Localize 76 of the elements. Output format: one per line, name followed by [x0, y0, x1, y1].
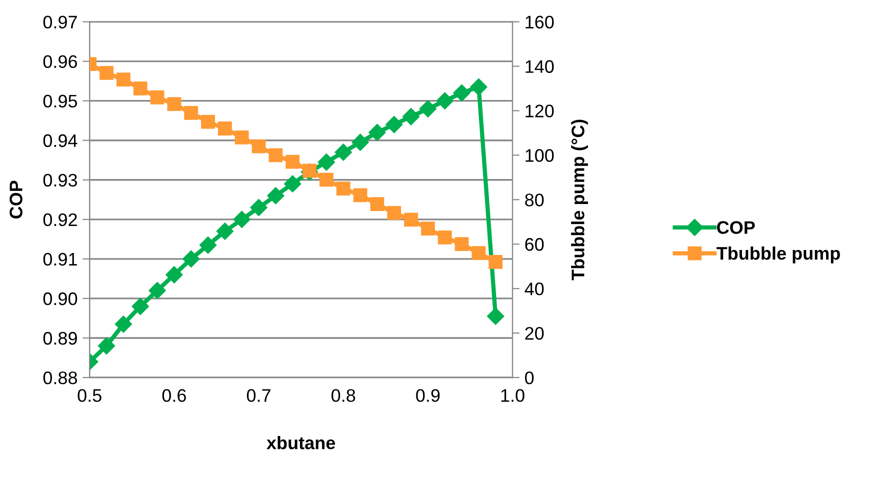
- point: [472, 246, 486, 260]
- point: [98, 337, 116, 354]
- point: [436, 92, 454, 110]
- point: [334, 144, 352, 161]
- point: [402, 108, 420, 126]
- point: [419, 100, 436, 118]
- y-tick-label: 0.97: [43, 16, 77, 28]
- y-tick-label: 0.94: [43, 134, 78, 148]
- point: [150, 90, 164, 104]
- y-tick-label: 0.96: [43, 55, 78, 68]
- x-tick-label: 0.9: [416, 389, 440, 402]
- point: [100, 66, 114, 80]
- x-tick-label: 1.0: [501, 389, 524, 402]
- y-tick-label: 0.92: [43, 213, 77, 226]
- point: [233, 210, 250, 228]
- legend-label: Tbubble pump: [716, 246, 840, 264]
- point: [453, 84, 470, 102]
- point: [199, 236, 217, 254]
- y2-tick-label: 40: [524, 282, 544, 296]
- y2-tick-label: 20: [525, 326, 544, 340]
- point: [370, 197, 384, 212]
- point: [353, 188, 368, 202]
- x-tick-label: 0.7: [246, 389, 270, 402]
- point: [114, 316, 132, 333]
- point: [368, 124, 386, 142]
- y2-tick-label: 160: [526, 16, 554, 28]
- y-tick-label: 0.93: [43, 174, 78, 187]
- point: [234, 130, 249, 144]
- point: [252, 139, 266, 154]
- point: [387, 206, 402, 220]
- y2-tick-label: 140: [526, 60, 554, 73]
- point: [487, 308, 504, 325]
- x-tick-label: 0.8: [332, 389, 356, 402]
- point: [218, 122, 232, 136]
- point: [404, 212, 418, 227]
- y2-axis-title: Tbubble pump (°C): [571, 120, 588, 280]
- y2-tick-label: 80: [525, 194, 544, 206]
- y-tick-label: 0.88: [43, 371, 78, 384]
- point: [268, 148, 283, 162]
- x-axis-title: xbutane: [266, 436, 336, 450]
- y-tick-label: 0.89: [43, 332, 77, 345]
- point: [182, 250, 200, 268]
- x-tick-label: 0.5: [78, 389, 102, 402]
- point: [216, 222, 234, 240]
- point: [386, 116, 403, 134]
- point: [454, 237, 469, 252]
- y2-tick-label: 100: [526, 149, 554, 162]
- point: [166, 266, 183, 284]
- point: [116, 72, 130, 87]
- point: [167, 97, 182, 111]
- y2-tick-label: 0: [525, 371, 534, 384]
- point: [132, 298, 149, 315]
- y-tick-label: 0.95: [43, 94, 78, 108]
- point: [133, 82, 148, 96]
- point: [201, 114, 215, 129]
- y2-tick-label: 120: [526, 104, 554, 118]
- y-axis-title: COP: [10, 180, 22, 218]
- legend-label: COP: [717, 221, 755, 234]
- point: [470, 78, 488, 96]
- point: [420, 222, 435, 236]
- point: [319, 172, 334, 187]
- point: [267, 187, 284, 204]
- y2-tick-label: 60: [525, 238, 544, 251]
- x-tick-label: 0.6: [162, 389, 186, 402]
- point: [284, 175, 302, 192]
- point: [488, 254, 503, 269]
- y-tick-label: 0.90: [43, 292, 78, 306]
- point: [336, 182, 350, 196]
- point: [438, 230, 452, 244]
- point: [318, 154, 335, 171]
- y-tick-label: 0.91: [43, 252, 77, 266]
- point: [250, 199, 268, 216]
- point: [148, 282, 166, 300]
- point: [286, 154, 300, 169]
- point: [352, 134, 369, 151]
- point: [184, 106, 198, 120]
